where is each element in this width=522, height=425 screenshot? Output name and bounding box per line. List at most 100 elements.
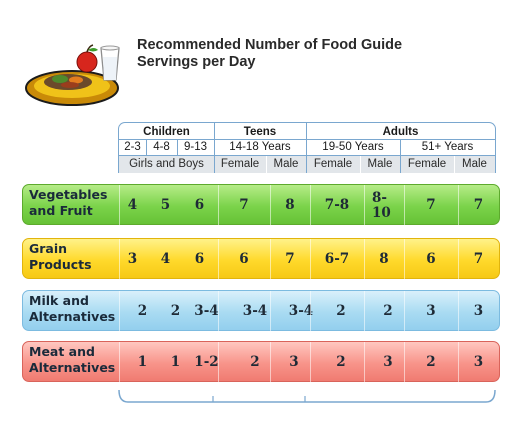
column-separator: [404, 185, 405, 226]
column-separator: [218, 239, 219, 280]
column-separator: [119, 185, 120, 226]
sex-row: Girls and Boys Female Male Female Male F…: [119, 156, 495, 173]
age-range-cell: 19-50 Years: [322, 141, 384, 153]
serving-value: 2: [336, 303, 346, 319]
column-separator: [310, 239, 311, 280]
age-group-row: Children Teens Adults: [119, 125, 495, 139]
column-separator: [270, 185, 271, 226]
column-separator: [310, 185, 311, 226]
serving-value: 1: [170, 354, 181, 370]
sex-cell: Female: [407, 158, 447, 170]
serving-value: 5: [160, 197, 171, 213]
header-divider: [177, 139, 178, 155]
column-separator: [364, 291, 365, 332]
category-line: Alternatives: [29, 360, 116, 375]
page-title: Recommended Number of Food Guide Serving…: [137, 37, 402, 71]
header-divider: [146, 139, 147, 155]
serving-value: 3: [426, 303, 436, 319]
age-range-cell: 9-13: [183, 141, 208, 153]
column-separator: [119, 291, 120, 332]
serving-value: 6: [239, 251, 249, 267]
age-range-cell: 14-18 Years: [229, 141, 291, 153]
serving-value: 6-7: [324, 251, 350, 267]
group-adults: Adults: [382, 126, 419, 138]
age-range-cell: 4-8: [153, 141, 170, 153]
header-divider: [214, 123, 215, 173]
title-text-part: per Day: [198, 54, 256, 70]
sex-cell: Female: [313, 158, 353, 170]
serving-value: 8: [379, 251, 389, 267]
column-separator: [404, 239, 405, 280]
serving-value: 3-4: [194, 303, 219, 319]
column-separator: [364, 239, 365, 280]
column-separator: [119, 239, 120, 280]
sex-cell: Female: [220, 158, 260, 170]
food-plate-icon: [25, 44, 120, 106]
category-line: Meat and: [29, 344, 95, 359]
serving-value: 1-2: [194, 354, 219, 370]
header-divider: [119, 155, 495, 156]
serving-value: 7-8: [324, 197, 350, 213]
header-divider: [306, 123, 307, 173]
sex-cell: Male: [462, 158, 487, 170]
serving-value: 7: [426, 197, 436, 213]
column-separator: [310, 342, 311, 383]
header-divider: [400, 139, 401, 173]
serving-value: 2: [426, 354, 436, 370]
column-separator: [458, 239, 459, 280]
sex-cell: Male: [273, 158, 299, 170]
serving-value: 6: [194, 197, 205, 213]
category-line: Alternatives: [29, 309, 116, 324]
column-separator: [218, 291, 219, 332]
serving-value: 8: [285, 197, 295, 213]
serving-value: 2: [383, 303, 393, 319]
row-milk-and-alternatives: Milk and Alternatives 2 2 3-4 3-4 3-4 2 …: [22, 290, 500, 332]
category-line: Grain: [29, 241, 68, 256]
group-bracket: [118, 390, 496, 403]
serving-value: 7: [473, 197, 484, 213]
serving-value: 2: [250, 354, 260, 370]
group-teens: Teens: [243, 126, 277, 138]
title-text-part: Recommended Number of: [137, 37, 322, 53]
column-separator: [270, 342, 271, 383]
serving-value: 7: [239, 197, 249, 213]
column-separator: [364, 185, 365, 226]
row-vegetables-and-fruit: Vegetables and Fruit 4 5 6 7 8 7-8 8-10 …: [22, 184, 500, 226]
column-separator: [404, 291, 405, 332]
serving-value: 6: [194, 251, 205, 267]
sex-cell: Girls and Boys: [129, 158, 204, 170]
header-divider: [266, 156, 267, 173]
serving-value: 7: [285, 251, 295, 267]
serving-value: 3: [473, 354, 484, 370]
age-range-cell: 51+ Years: [421, 141, 474, 153]
column-separator: [404, 342, 405, 383]
serving-value: 8-10: [372, 190, 391, 221]
column-separator: [364, 342, 365, 383]
header-divider: [119, 139, 495, 140]
category-line: Milk and: [29, 293, 89, 308]
serving-value: 2: [336, 354, 346, 370]
row-meat-and-alternatives: Meat and Alternatives 1 1 1-2 2 3 2 3 2 …: [22, 341, 500, 383]
serving-value: 3: [473, 303, 484, 319]
row-grain-products: Grain Products 3 4 6 6 7 6-7 8 6 7: [22, 238, 500, 280]
serving-value: 3: [383, 354, 393, 370]
serving-value: 2: [170, 303, 181, 319]
serving-value: 4: [160, 251, 171, 267]
category-label: Grain Products: [29, 241, 92, 273]
category-line: Vegetables: [29, 187, 108, 202]
group-children: Children: [143, 126, 190, 138]
age-group-header: Children Teens Adults 2-3 4-8 9-13 14-18…: [118, 122, 496, 173]
serving-value: 3-4: [242, 303, 268, 319]
header-divider: [454, 156, 455, 173]
age-range-cell: 2-3: [124, 141, 141, 153]
column-separator: [218, 185, 219, 226]
column-separator: [458, 185, 459, 226]
sex-cell: Male: [367, 158, 393, 170]
category-label: Meat and Alternatives: [29, 344, 115, 376]
column-separator: [310, 291, 311, 332]
category-line: and Fruit: [29, 203, 93, 218]
column-separator: [218, 342, 219, 383]
category-line: Products: [29, 257, 92, 272]
column-separator: [270, 291, 271, 332]
serving-value: 1: [137, 354, 148, 370]
